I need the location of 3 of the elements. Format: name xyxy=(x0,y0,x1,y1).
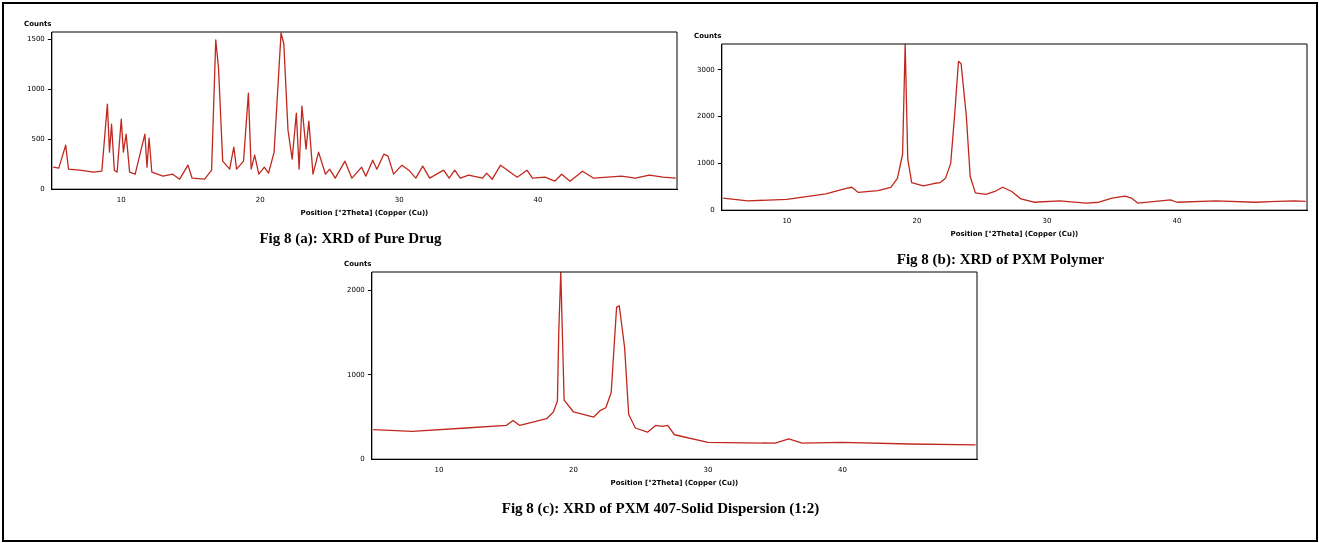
text: Fig 8 (c): XRD of PXM 407-Solid Dispersion (1:2) xyxy=(501,499,820,517)
text: Fig 8 (b): XRD of PXM Polymer xyxy=(896,250,1105,268)
text: Fig 8 (a): XRD of Pure Drug xyxy=(259,229,443,247)
